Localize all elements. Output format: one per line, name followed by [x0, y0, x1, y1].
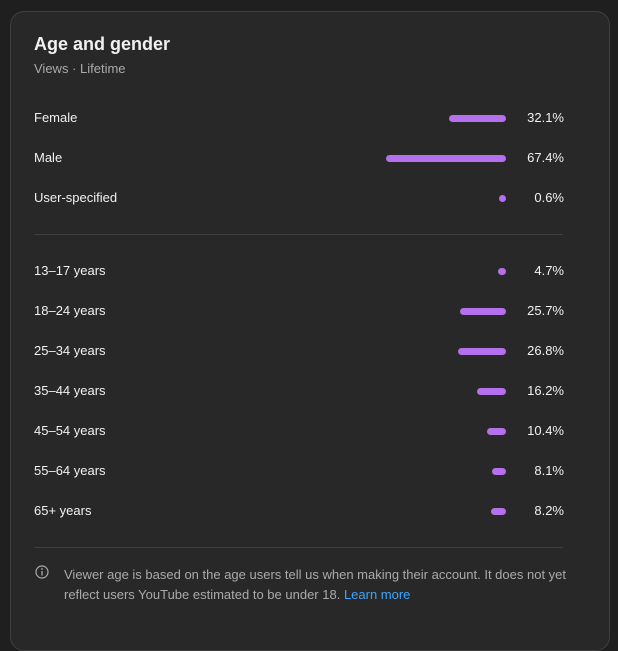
bar — [499, 194, 506, 202]
row-label: 18–24 years — [34, 303, 106, 318]
page: Age and gender Views · Lifetime Viewer a… — [10, 11, 610, 651]
row-label: 13–17 years — [34, 263, 106, 278]
row-value: 10.4% — [527, 423, 564, 438]
row-label: 35–44 years — [34, 383, 106, 398]
bar — [477, 387, 506, 395]
footnote-text: Viewer age is based on the age users tel… — [64, 567, 567, 602]
card-title: Age and gender — [34, 34, 171, 54]
row-value: 16.2% — [527, 383, 564, 398]
bar — [448, 114, 506, 122]
bar — [497, 267, 506, 275]
row-label: User-specified — [34, 190, 118, 205]
row-value: 8.2% — [534, 503, 564, 518]
row-label: 45–54 years — [34, 423, 106, 438]
divider — [34, 234, 563, 235]
row-label: 65+ years — [34, 503, 92, 518]
row-value: 25.7% — [527, 303, 564, 318]
bar — [487, 427, 506, 435]
divider — [34, 547, 563, 548]
row-value: 32.1% — [527, 110, 564, 125]
footnote: Viewer age is based on the age users tel… — [64, 565, 568, 605]
bar — [460, 307, 506, 315]
row-label: Male — [34, 150, 63, 165]
info-icon — [35, 565, 49, 579]
row-label: 55–64 years — [34, 463, 106, 478]
row-value: 4.7% — [534, 263, 564, 278]
row-value: 0.6% — [534, 190, 564, 205]
row-value: 67.4% — [527, 150, 564, 165]
card — [10, 11, 610, 651]
bar — [491, 467, 506, 475]
row-label: 25–34 years — [34, 343, 106, 358]
bar — [458, 347, 506, 355]
learn-more-link[interactable]: Learn more — [343, 587, 411, 602]
row-value: 26.8% — [527, 343, 564, 358]
bar — [491, 507, 506, 515]
bar — [386, 154, 506, 162]
card-subtitle: Views · Lifetime — [34, 61, 126, 76]
row-value: 8.1% — [534, 463, 564, 478]
row-label: Female — [34, 110, 78, 125]
